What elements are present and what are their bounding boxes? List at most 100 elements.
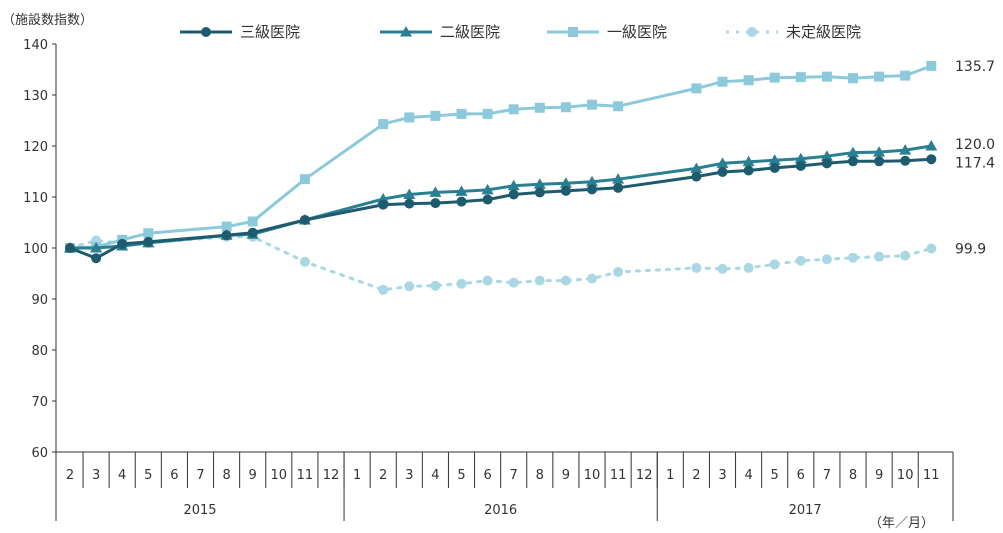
data-point [65, 243, 75, 253]
data-point [481, 183, 494, 195]
data-point [925, 140, 938, 151]
y-tick-label: 70 [31, 395, 48, 410]
data-point [221, 230, 232, 241]
data-point [691, 262, 702, 273]
data-point [507, 179, 520, 191]
data-point [560, 102, 571, 113]
data-point [794, 152, 807, 164]
year-label: 2015 [183, 503, 216, 518]
y-tick-label: 110 [23, 191, 48, 206]
data-point [455, 185, 468, 196]
data-point [143, 236, 154, 247]
x-tick-label: 7 [196, 468, 204, 483]
x-tick-label: 9 [875, 468, 883, 483]
x-tick-label: 10 [271, 468, 288, 483]
y-tick-label: 60 [31, 446, 48, 461]
data-point [378, 119, 389, 130]
y-tick-label: 140 [23, 38, 48, 53]
x-tick-label: 12 [636, 468, 653, 483]
data-point [716, 157, 729, 168]
data-point [926, 154, 937, 165]
x-tick-label: 7 [510, 468, 518, 483]
data-point [847, 146, 859, 158]
data-point [247, 216, 258, 227]
data-point [586, 175, 598, 187]
y-tick-label: 130 [23, 89, 48, 104]
x-tick-label: 1 [666, 468, 674, 483]
x-tick-label: 9 [562, 468, 570, 483]
data-point [874, 156, 885, 167]
data-point [613, 182, 624, 193]
data-point [873, 146, 886, 157]
data-point [430, 110, 441, 121]
data-point [717, 167, 728, 178]
y-tick-label: 80 [31, 344, 48, 359]
data-point [378, 284, 389, 295]
data-point [299, 174, 310, 185]
x-tick-label: 3 [405, 468, 413, 483]
data-point [508, 104, 519, 115]
data-point [769, 162, 780, 173]
legend-marker [201, 27, 211, 37]
data-point [534, 102, 545, 113]
legend-item: 三級医院 [180, 23, 300, 41]
x-tick-label: 11 [610, 468, 627, 483]
data-point [404, 281, 415, 292]
data-point [508, 189, 519, 200]
data-point [926, 60, 937, 71]
x-axis-unit-label: （年／月） [869, 516, 934, 531]
end-value-label: 135.7 [955, 59, 995, 75]
data-point [430, 198, 441, 209]
data-point [691, 171, 702, 182]
data-point [404, 198, 415, 209]
legend-marker [568, 27, 578, 37]
data-point [717, 263, 728, 274]
y-tick-label: 120 [23, 140, 48, 155]
data-point [848, 252, 858, 263]
x-tick-label: 8 [849, 468, 857, 483]
end-value-label: 120.0 [955, 137, 995, 153]
data-point [691, 83, 702, 94]
data-point [559, 177, 572, 188]
data-point [742, 155, 755, 167]
legend-marker [747, 27, 757, 37]
x-tick-label: 9 [249, 468, 257, 483]
data-point [117, 238, 128, 249]
legend-item: 未定級医院 [726, 23, 861, 41]
data-point [613, 266, 624, 277]
data-point [717, 76, 728, 87]
x-tick-label: 5 [771, 468, 779, 483]
data-point [900, 70, 911, 81]
x-tick-label: 10 [897, 468, 914, 483]
data-point [874, 251, 885, 262]
data-point [403, 188, 416, 199]
end-value-label: 99.9 [955, 242, 986, 258]
legend-marker [400, 26, 412, 37]
series-2 [65, 60, 937, 253]
data-point [299, 256, 310, 267]
legend-label: 二級医院 [440, 23, 500, 41]
data-point [456, 278, 467, 289]
data-point [456, 196, 467, 207]
data-point [533, 178, 546, 189]
year-label: 2016 [484, 503, 517, 518]
data-point [613, 101, 624, 112]
legend-item: 二級医院 [380, 23, 500, 41]
x-tick-label: 2 [379, 468, 387, 483]
data-point [820, 150, 833, 161]
data-point [768, 154, 781, 165]
data-point [899, 144, 912, 155]
y-axis-label: （施設数指数） [2, 12, 93, 28]
data-point [769, 72, 780, 83]
data-point [900, 250, 911, 261]
data-point [508, 277, 519, 288]
x-tick-label: 12 [323, 468, 340, 483]
data-point [90, 242, 103, 253]
x-tick-label: 11 [923, 468, 940, 483]
series-3 [65, 231, 937, 295]
data-point [769, 259, 780, 270]
x-tick-label: 4 [431, 468, 439, 483]
data-point [482, 108, 493, 119]
